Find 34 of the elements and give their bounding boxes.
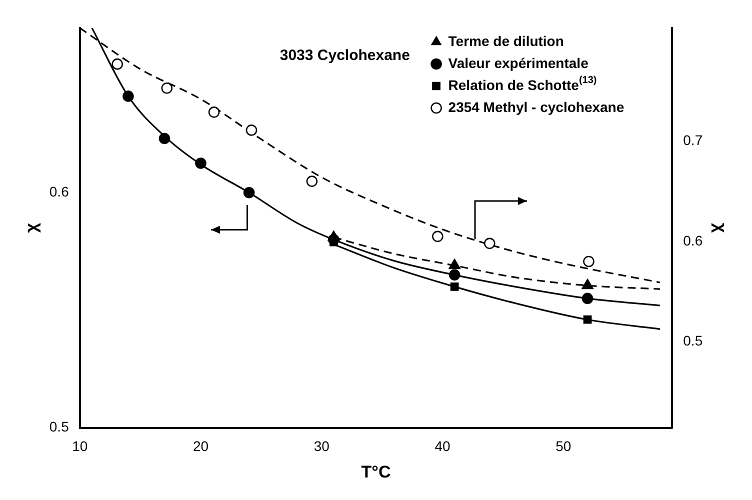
point [432,230,444,242]
point [583,315,592,324]
point [448,269,460,281]
point [243,186,255,198]
point [306,176,318,187]
x-tick-label: 30 [314,438,330,454]
legend-label: Terme de dilution [448,32,564,49]
point [450,282,459,291]
y-axis-title: χ [22,222,41,233]
point [582,278,594,290]
legend-label: Valeur expérimentale [448,54,589,71]
x-tick-label: 20 [192,438,209,454]
y2-axis-title: χ [711,223,730,233]
point [583,256,594,268]
point [122,90,134,102]
x-tick-label: 10 [72,438,88,454]
point [161,82,173,94]
point [195,158,206,169]
annotation: 3033 Cyclohexane [280,47,410,64]
point [448,258,460,270]
point [208,106,220,118]
y2-tick-label: 0.5 [683,332,703,348]
x-tick-label: 40 [434,438,450,454]
point [112,58,123,70]
point [158,132,170,144]
point [328,230,340,241]
legend-label: 2354 Methyl - cyclohexane [448,98,624,115]
point [484,238,496,250]
point [582,292,594,304]
x-axis-title: T°C [361,462,391,482]
x-tick-label: 50 [556,438,572,454]
point [246,124,258,136]
y2-tick-label: 0.6 [683,232,703,248]
y2-tick-label: 0.7 [683,132,703,148]
